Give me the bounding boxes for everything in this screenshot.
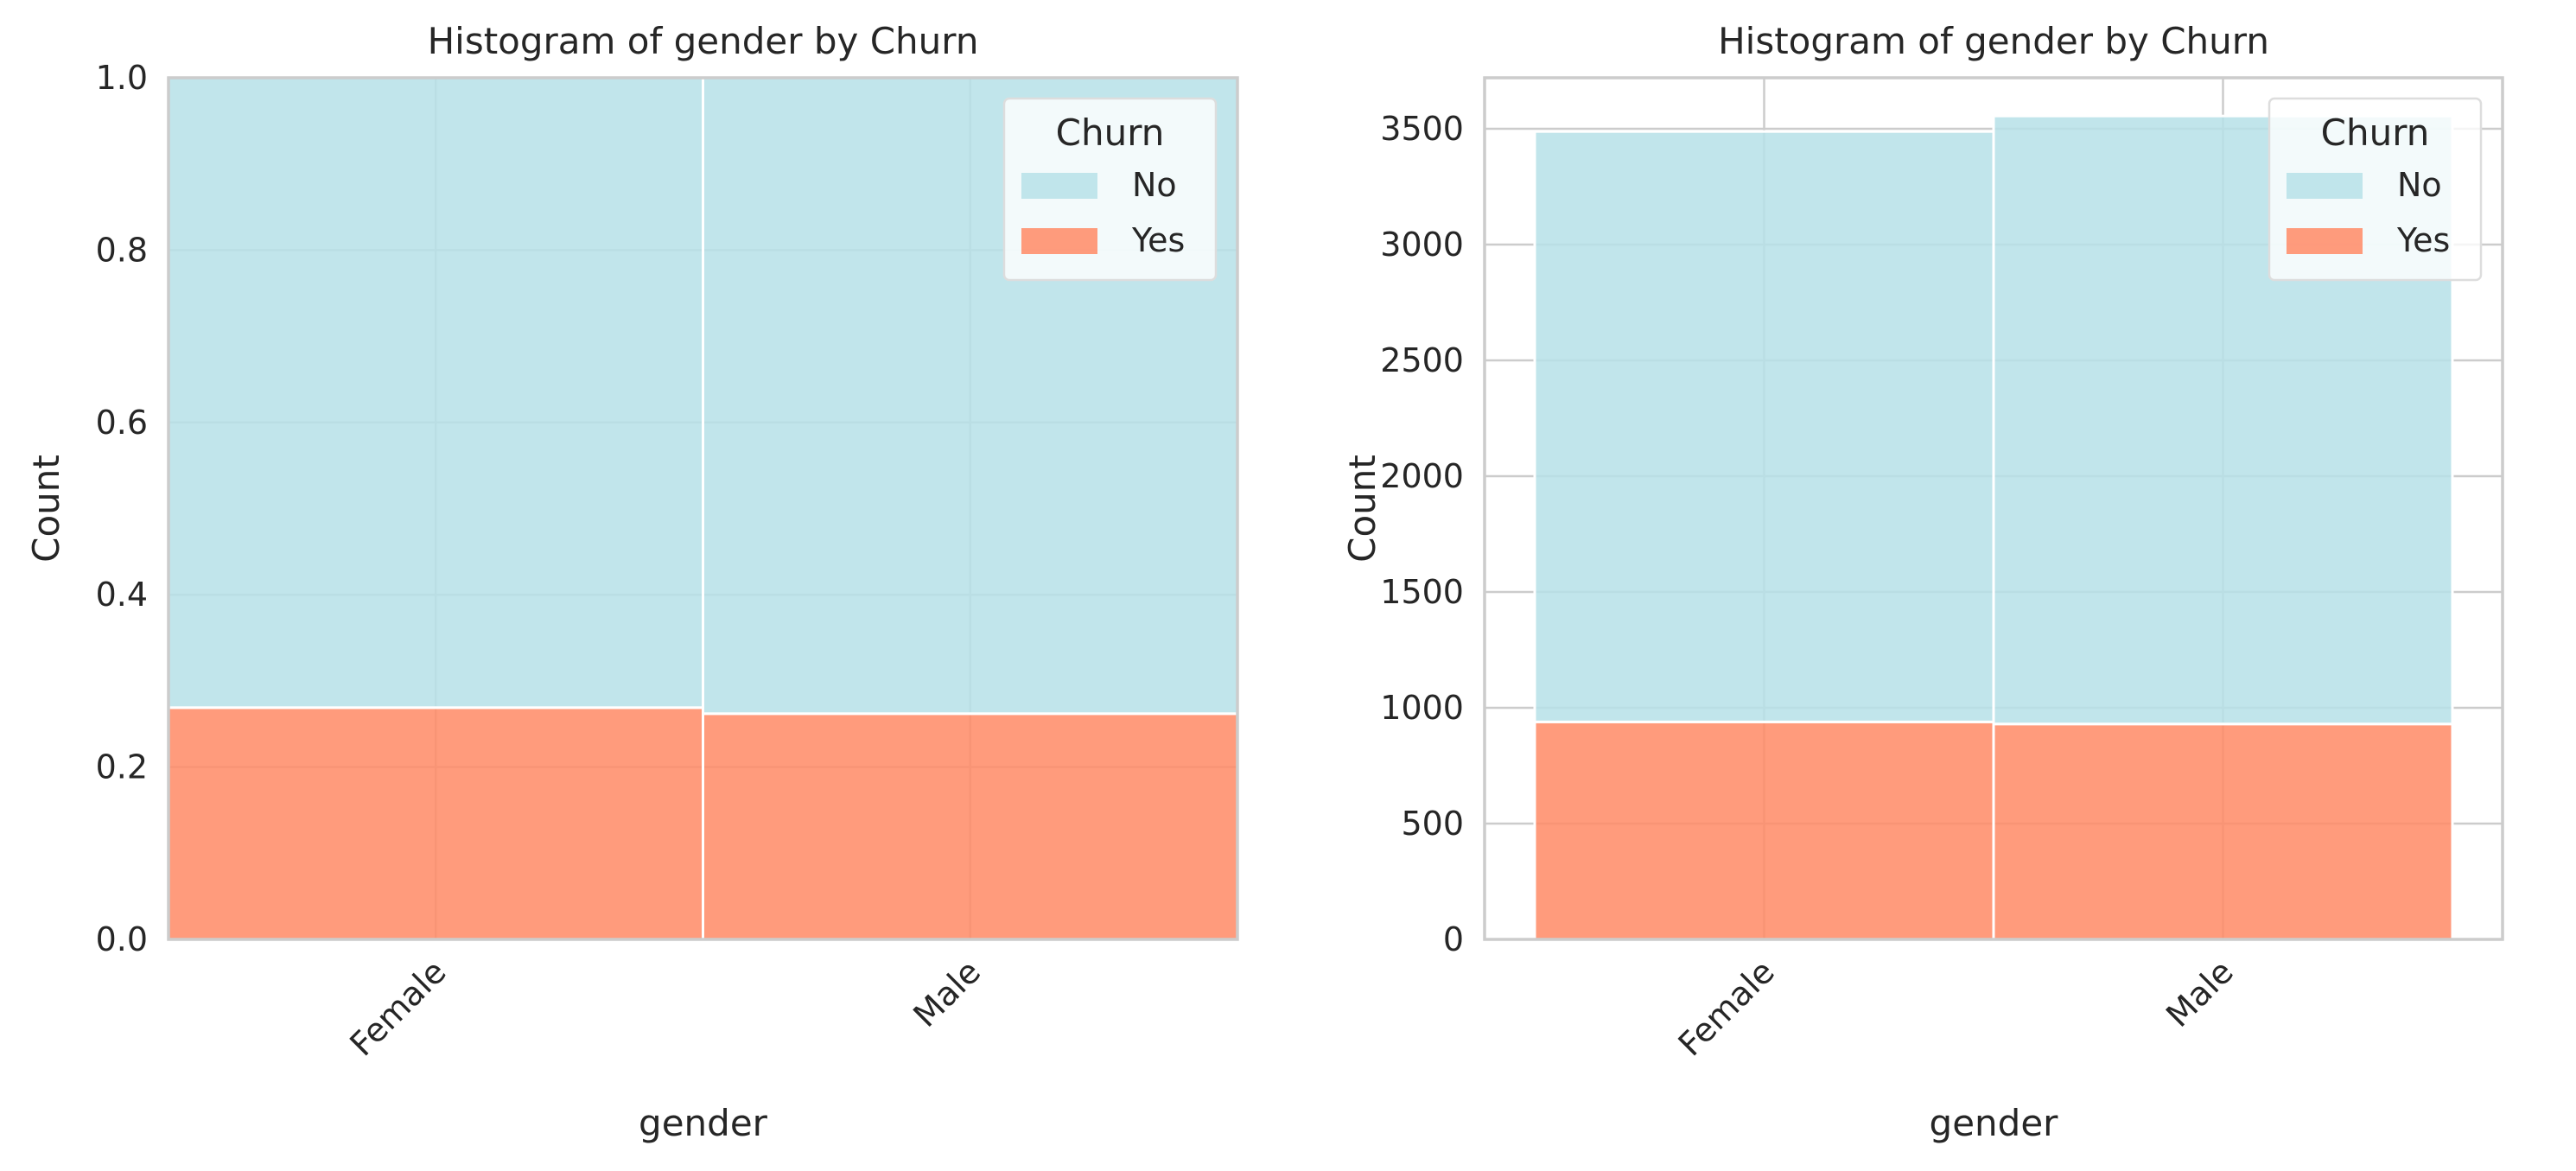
legend-label-no: No [1132, 166, 1177, 204]
chart-panel-2: 0 500 1000 1500 2000 2500 3000 3500 Female Male Hi… [1341, 20, 2504, 1144]
bar-yes-male [702, 712, 1239, 941]
y-tick-label: 0.0 [96, 920, 148, 958]
legend-swatch-no [1021, 173, 1097, 199]
legend-label-yes: Yes [1131, 221, 1185, 259]
y-tick-label: 2000 [1380, 457, 1464, 495]
bar-no-female [1533, 130, 1995, 723]
axes-frame [1483, 76, 2504, 941]
legend-label-yes: Yes [2396, 221, 2450, 259]
y-tick-label: 3000 [1380, 226, 1464, 264]
x-tick-label: Male [906, 952, 988, 1034]
legend-label-no: No [2397, 166, 2442, 204]
chart-title: Histogram of gender by Churn [1718, 20, 2269, 62]
y-tick-label: 0.8 [96, 231, 148, 269]
legend: Churn No Yes [2268, 97, 2483, 282]
y-tick-label: 2500 [1380, 341, 1464, 379]
y-tick-label: 3500 [1380, 110, 1464, 148]
y-tick-label: 0.4 [96, 576, 148, 614]
bars [1533, 114, 2454, 941]
y-axis-label: Count [25, 455, 67, 563]
legend-swatch-yes [1021, 228, 1097, 254]
legend-swatch-no [2287, 173, 2363, 199]
y-tick-label: 1.0 [96, 59, 148, 97]
y-tick-label: 0.2 [96, 748, 148, 786]
bar-yes-female [167, 706, 704, 941]
x-tick-label: Male [2159, 952, 2241, 1034]
legend-swatch-yes [2287, 228, 2363, 254]
chart-panel-1: 0.0 0.2 0.4 0.6 0.8 1.0 Female Male Histogram of… [25, 20, 1239, 1144]
bar-yes-female [1533, 720, 1995, 941]
y-tick-label: 0 [1443, 920, 1464, 958]
y-axis-label: Count [1341, 455, 1383, 563]
y-tick-label: 0.6 [96, 404, 148, 442]
y-tick-label: 1500 [1380, 573, 1464, 611]
y-tick-label: 500 [1401, 805, 1464, 843]
y-tick-label: 1000 [1380, 689, 1464, 727]
legend-title: Churn [2321, 111, 2430, 154]
chart-title: Histogram of gender by Churn [428, 20, 979, 62]
axes-frame [167, 76, 1239, 941]
x-tick-label: Female [1671, 952, 1782, 1063]
legend-title: Churn [1056, 111, 1165, 154]
x-tick-label: Female [342, 952, 453, 1063]
bar-no-female [167, 76, 704, 710]
legend: Churn No Yes [1002, 97, 1218, 282]
x-axis-label: gender [1930, 1102, 2059, 1144]
x-axis-label: gender [639, 1102, 768, 1144]
bar-yes-male [1992, 722, 2454, 941]
